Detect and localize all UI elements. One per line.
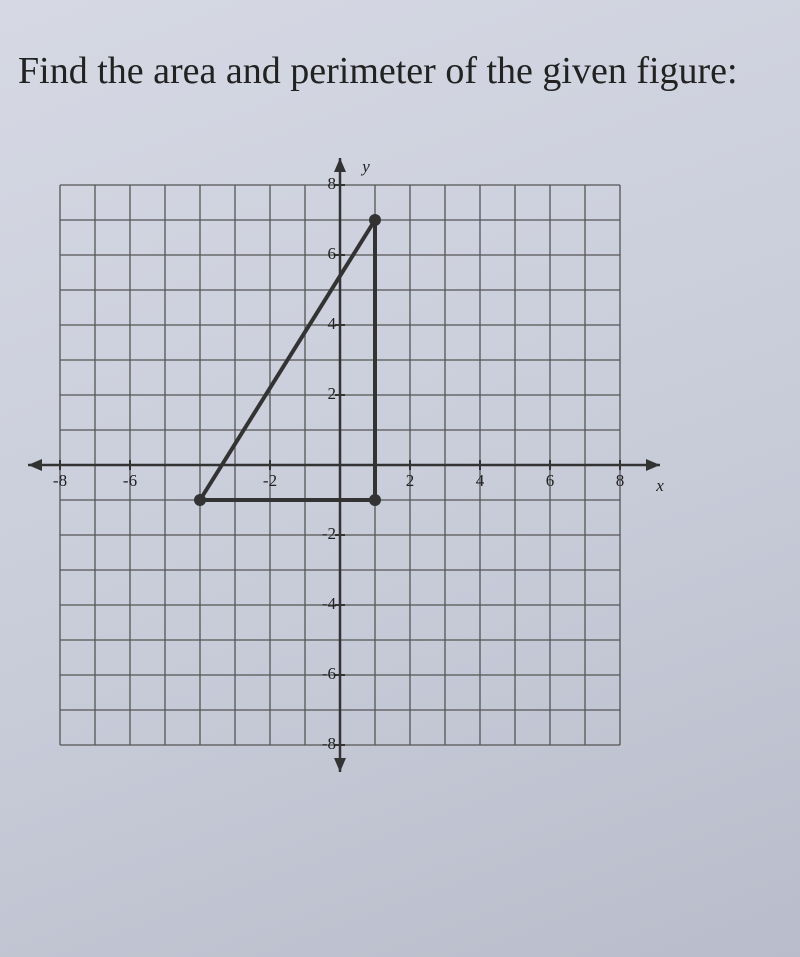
y-tick-label: -8 [322,734,336,753]
instruction: Find the area and perimeter of the given… [18,50,738,92]
vertex [369,214,381,226]
x-tick-label: 8 [616,471,625,490]
x-tick-label: -6 [123,471,137,490]
x-axis-label: x [655,476,664,495]
x-tick-label: 6 [546,471,555,490]
y-tick-label: 6 [328,244,337,263]
y-tick-label: -2 [322,524,336,543]
triangle [198,218,377,502]
x-tick-label: -2 [263,471,277,490]
y-tick-label: 4 [328,314,337,333]
x-tick-label: -8 [53,471,67,490]
x-tick-label: 2 [406,471,415,490]
y-tick-label: -4 [322,594,337,613]
y-tick-label: -6 [322,664,336,683]
y-axis-label: y [360,157,370,176]
y-tick-label: 2 [328,384,337,403]
vertex [194,494,206,506]
y-tick-label: 8 [328,174,337,193]
vertex [369,494,381,506]
x-tick-label: 4 [476,471,485,490]
